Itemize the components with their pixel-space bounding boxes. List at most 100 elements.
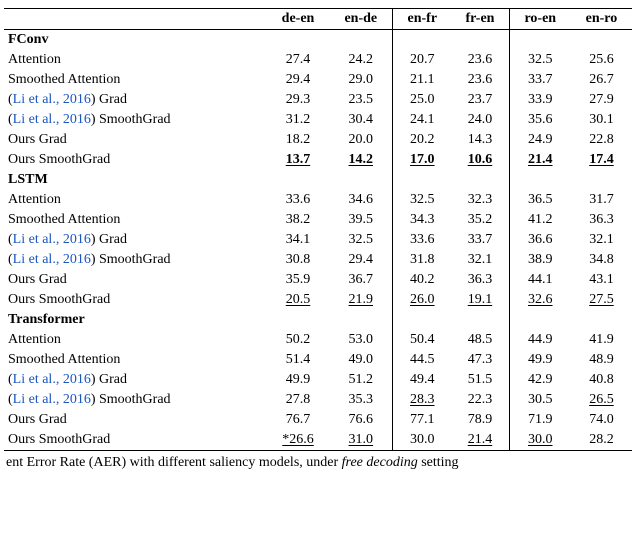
table-cell: 21.9	[329, 290, 392, 310]
cell-value: 36.3	[468, 272, 493, 287]
cell-value: 32.3	[468, 192, 493, 207]
cell-value: 22.3	[468, 392, 493, 407]
table-cell: 35.2	[451, 210, 509, 230]
table-cell: 44.5	[393, 350, 452, 370]
table-cell: 76.7	[267, 410, 330, 430]
row-label: Ours Grad	[4, 130, 267, 150]
table-row: (Li et al., 2016) SmoothGrad27.835.328.3…	[4, 390, 632, 410]
row-label-text: Attention	[8, 332, 61, 347]
cell-value: 41.9	[589, 332, 614, 347]
table-cell: 50.4	[393, 330, 452, 350]
cell-value: 38.9	[528, 252, 553, 267]
cell-value: 20.0	[349, 132, 374, 147]
cell-value: 23.6	[468, 52, 493, 67]
table-cell-empty	[267, 30, 330, 51]
cell-value: 33.6	[286, 192, 311, 207]
section-label: LSTM	[4, 170, 267, 190]
table-cell-empty	[267, 170, 330, 190]
table-cell: 20.0	[329, 130, 392, 150]
table-cell: 17.0	[393, 150, 452, 170]
cell-value: 39.5	[349, 212, 374, 227]
cell-value: 35.6	[528, 112, 553, 127]
table-cell-empty	[329, 310, 392, 330]
table-cell: 32.1	[571, 230, 632, 250]
cell-value: 76.7	[286, 412, 311, 427]
cell-value: 29.4	[286, 72, 311, 87]
row-label-text: Attention	[8, 52, 61, 67]
cell-value: 26.5	[589, 392, 614, 407]
row-label: Smoothed Attention	[4, 350, 267, 370]
cell-value: 18.2	[286, 132, 311, 147]
cell-value: 20.2	[410, 132, 435, 147]
table-cell: 51.2	[329, 370, 392, 390]
table-cell: 30.0	[509, 430, 571, 451]
citation: Li et al., 2016	[13, 232, 91, 247]
table-cell: 27.4	[267, 50, 330, 70]
table-cell: 36.7	[329, 270, 392, 290]
cell-value: 23.5	[349, 92, 374, 107]
table-cell: 49.4	[393, 370, 452, 390]
table-cell: 34.8	[571, 250, 632, 270]
caption-pre: ent Error Rate (AER) with different sali…	[6, 455, 342, 470]
cell-value: 34.6	[349, 192, 374, 207]
cell-value: 31.2	[286, 112, 311, 127]
cell-value: 28.2	[589, 432, 614, 447]
table-cell: 29.0	[329, 70, 392, 90]
row-label-post: ) SmoothGrad	[91, 252, 171, 267]
table-row: Ours SmoothGrad*26.631.030.021.430.028.2	[4, 430, 632, 451]
table-cell: 32.1	[451, 250, 509, 270]
row-label: (Li et al., 2016) Grad	[4, 230, 267, 250]
table-cell-empty	[451, 310, 509, 330]
cell-value: *26.6	[282, 432, 314, 447]
table-cell: 28.3	[393, 390, 452, 410]
table-cell: 14.3	[451, 130, 509, 150]
table-cell: 23.6	[451, 70, 509, 90]
cell-value: 29.4	[349, 252, 374, 267]
cell-value: 50.4	[410, 332, 435, 347]
cell-value: 48.5	[468, 332, 493, 347]
cell-value: 35.9	[286, 272, 311, 287]
table-row: (Li et al., 2016) SmoothGrad31.230.424.1…	[4, 110, 632, 130]
table-cell: 49.9	[267, 370, 330, 390]
cell-value: 32.5	[528, 52, 553, 67]
table-cell: 40.2	[393, 270, 452, 290]
row-label: (Li et al., 2016) SmoothGrad	[4, 390, 267, 410]
cell-value: 21.4	[528, 152, 553, 167]
citation: Li et al., 2016	[13, 372, 91, 387]
col-header: ro-en	[509, 9, 571, 30]
cell-value: 30.4	[349, 112, 374, 127]
table-cell: 30.1	[571, 110, 632, 130]
table-cell-empty	[267, 310, 330, 330]
cell-value: 36.6	[528, 232, 553, 247]
table-cell: 36.3	[571, 210, 632, 230]
table-cell: 38.2	[267, 210, 330, 230]
table-cell: 26.0	[393, 290, 452, 310]
cell-value: 21.9	[349, 292, 374, 307]
table-cell: 32.3	[451, 190, 509, 210]
table-cell: 22.3	[451, 390, 509, 410]
table-cell: 20.2	[393, 130, 452, 150]
table-cell: 33.6	[393, 230, 452, 250]
cell-value: 74.0	[589, 412, 614, 427]
cell-value: 24.9	[528, 132, 553, 147]
cell-value: 23.7	[468, 92, 493, 107]
cell-value: 71.9	[528, 412, 553, 427]
cell-value: 33.7	[468, 232, 493, 247]
table-cell-empty	[329, 170, 392, 190]
table-cell: 32.5	[329, 230, 392, 250]
table-cell: 43.1	[571, 270, 632, 290]
table-cell-empty	[329, 30, 392, 51]
cell-value: 27.8	[286, 392, 311, 407]
cell-value: 24.2	[349, 52, 374, 67]
cell-value: 49.4	[410, 372, 435, 387]
cell-value: 44.1	[528, 272, 553, 287]
cell-value: 29.3	[286, 92, 311, 107]
cell-value: 40.8	[589, 372, 614, 387]
table-cell: 78.9	[451, 410, 509, 430]
table-cell: 31.2	[267, 110, 330, 130]
table-cell: 31.8	[393, 250, 452, 270]
table-cell: 31.7	[571, 190, 632, 210]
cell-value: 14.2	[349, 152, 374, 167]
table-cell: 34.6	[329, 190, 392, 210]
cell-value: 33.6	[410, 232, 435, 247]
